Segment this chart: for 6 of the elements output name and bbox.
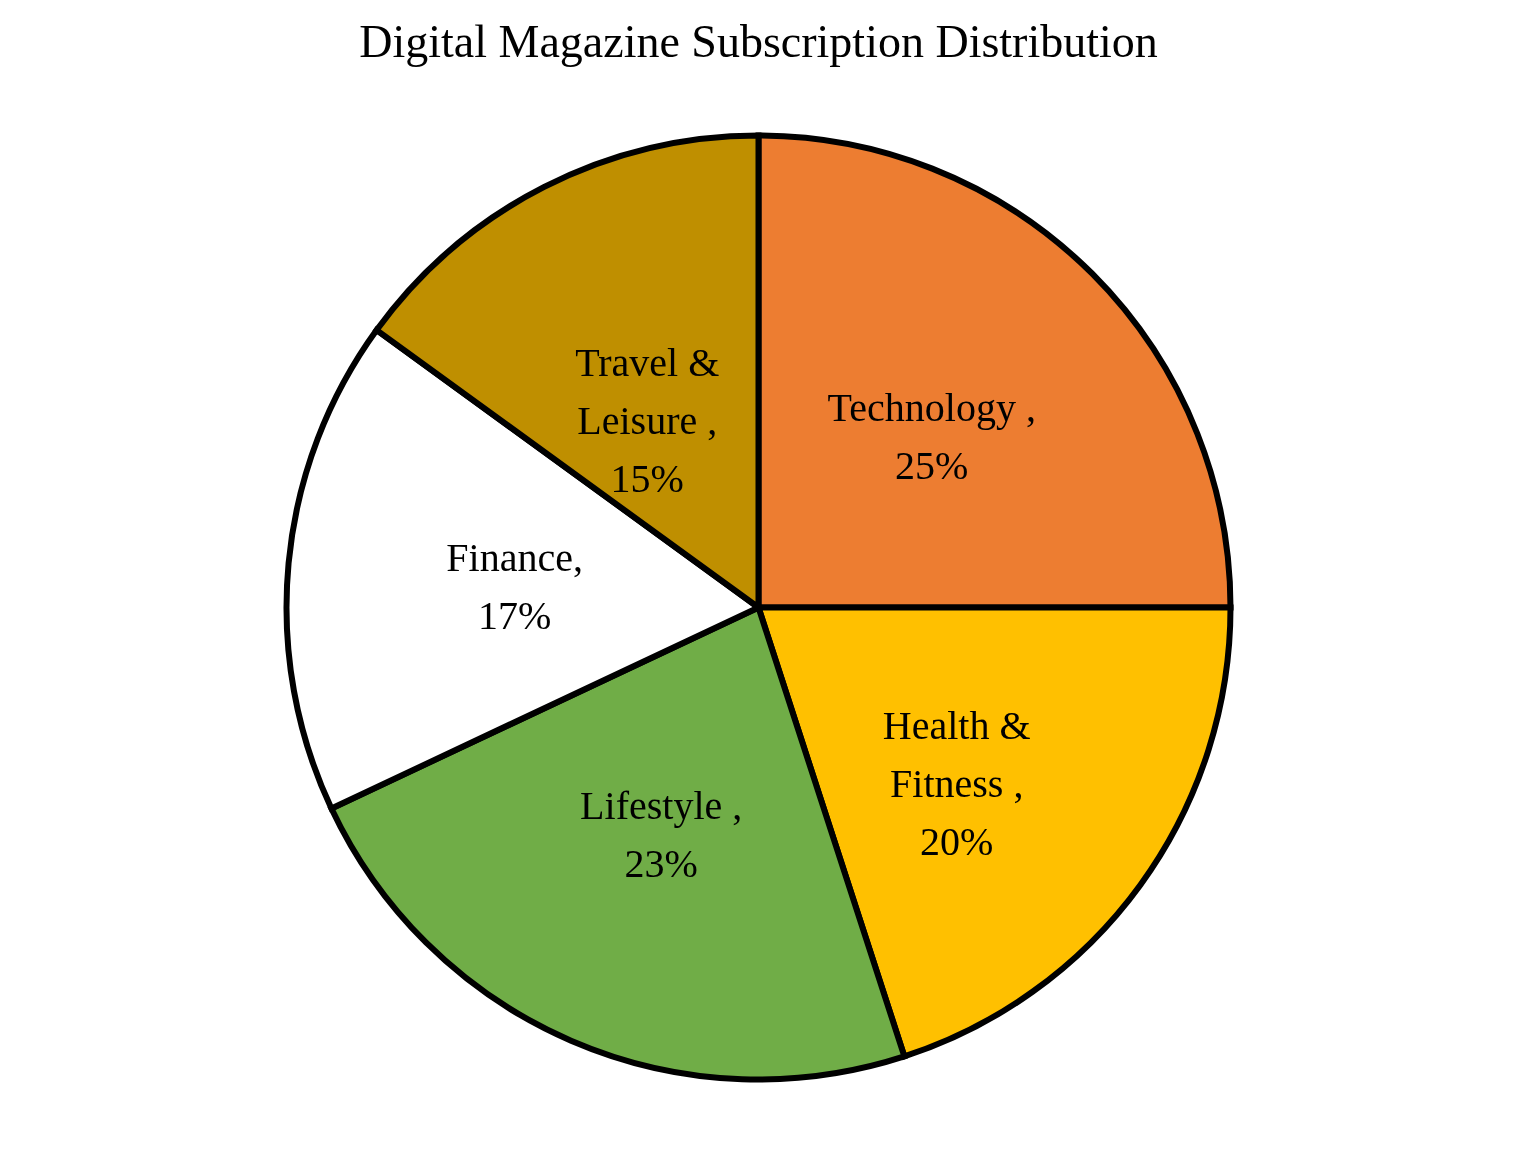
- slice-label: Finance, 17%: [446, 535, 583, 639]
- slice-label: Health & Fitness , 20%: [882, 702, 1031, 864]
- slice-label: Travel & Leisure , 15%: [575, 340, 720, 502]
- slice-label: Technology , 25%: [827, 385, 1036, 489]
- slice-label: Lifestyle , 23%: [580, 783, 743, 887]
- chart-title: Digital Magazine Subscription Distribution: [359, 16, 1158, 67]
